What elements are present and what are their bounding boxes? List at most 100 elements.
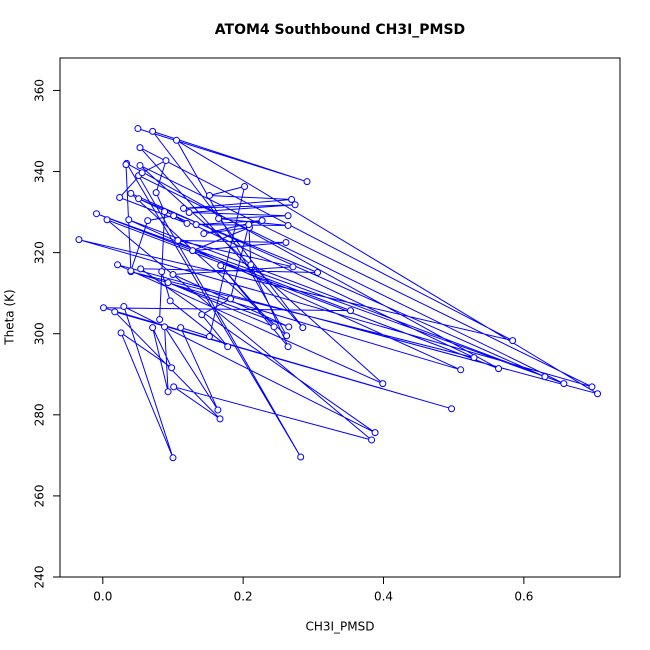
point bbox=[227, 295, 235, 303]
point bbox=[169, 454, 177, 462]
point bbox=[149, 127, 157, 135]
point bbox=[75, 236, 83, 244]
point bbox=[448, 405, 456, 413]
point bbox=[258, 217, 266, 225]
point bbox=[164, 279, 172, 287]
y-tick-label: 340 bbox=[33, 160, 47, 183]
point bbox=[285, 323, 293, 331]
point bbox=[125, 216, 133, 224]
point bbox=[156, 316, 164, 324]
point bbox=[120, 303, 128, 311]
point bbox=[127, 189, 135, 197]
point bbox=[297, 453, 305, 461]
point bbox=[169, 271, 177, 279]
point bbox=[149, 324, 157, 332]
point bbox=[245, 221, 253, 229]
point bbox=[509, 337, 517, 345]
point bbox=[166, 297, 174, 305]
point bbox=[162, 157, 170, 165]
point bbox=[541, 373, 549, 381]
point bbox=[174, 236, 182, 244]
point bbox=[152, 189, 160, 197]
point bbox=[136, 144, 144, 152]
x-tick-label: 0.4 bbox=[374, 590, 393, 604]
point bbox=[168, 364, 176, 372]
point bbox=[161, 323, 169, 331]
y-tick-label: 240 bbox=[33, 566, 47, 589]
point bbox=[180, 204, 188, 212]
y-tick-label: 280 bbox=[33, 403, 47, 426]
point bbox=[495, 365, 503, 373]
point bbox=[347, 307, 355, 315]
point bbox=[161, 208, 169, 216]
x-axis-label: CH3I_PMSD bbox=[305, 620, 374, 634]
point bbox=[198, 311, 206, 319]
point bbox=[170, 212, 178, 220]
point bbox=[284, 343, 292, 351]
point bbox=[283, 332, 291, 340]
point bbox=[379, 380, 387, 388]
point bbox=[368, 436, 376, 444]
point bbox=[192, 221, 200, 229]
point bbox=[114, 261, 122, 269]
point bbox=[164, 388, 172, 396]
point bbox=[170, 383, 178, 391]
point bbox=[560, 380, 568, 388]
y-tick-label: 260 bbox=[33, 484, 47, 507]
point bbox=[216, 415, 224, 423]
y-axis-label: Theta (K) bbox=[3, 289, 17, 345]
point bbox=[92, 210, 100, 218]
point bbox=[200, 230, 208, 238]
point bbox=[189, 247, 197, 255]
y-tick-label: 300 bbox=[33, 322, 47, 345]
point bbox=[224, 343, 232, 351]
point bbox=[144, 217, 152, 225]
x-tick-label: 0.2 bbox=[234, 590, 253, 604]
point bbox=[185, 208, 193, 216]
point bbox=[588, 383, 596, 391]
series-line bbox=[78, 128, 598, 458]
point bbox=[217, 262, 225, 270]
x-tick-label: 0.0 bbox=[93, 590, 112, 604]
point bbox=[136, 161, 144, 169]
point bbox=[122, 161, 130, 169]
point bbox=[127, 267, 135, 275]
point bbox=[457, 366, 465, 374]
y-tick-label: 320 bbox=[33, 241, 47, 264]
point bbox=[215, 215, 223, 223]
point bbox=[214, 406, 222, 414]
point bbox=[138, 169, 146, 177]
point bbox=[116, 193, 124, 201]
point bbox=[314, 268, 322, 276]
point bbox=[135, 195, 143, 203]
point bbox=[288, 196, 296, 204]
point bbox=[134, 125, 142, 133]
y-tick-label: 360 bbox=[33, 79, 47, 102]
point bbox=[183, 219, 191, 227]
point bbox=[137, 265, 145, 273]
point bbox=[303, 178, 311, 186]
point bbox=[205, 333, 213, 341]
point bbox=[270, 323, 278, 331]
point bbox=[291, 201, 299, 209]
point bbox=[117, 329, 125, 337]
point bbox=[282, 238, 290, 246]
point bbox=[594, 390, 602, 398]
plot-frame bbox=[59, 57, 621, 578]
point bbox=[241, 183, 249, 191]
point bbox=[247, 261, 255, 269]
point bbox=[111, 308, 119, 316]
point bbox=[289, 263, 297, 271]
point bbox=[299, 324, 307, 332]
chart-title: ATOM4 Southbound CH3I_PMSD bbox=[215, 22, 465, 38]
point bbox=[470, 354, 478, 362]
point bbox=[177, 324, 185, 332]
point bbox=[284, 221, 292, 229]
point bbox=[205, 191, 213, 199]
point bbox=[284, 212, 292, 220]
point bbox=[100, 304, 108, 312]
point bbox=[103, 216, 111, 224]
point bbox=[158, 268, 166, 276]
point bbox=[371, 429, 379, 437]
